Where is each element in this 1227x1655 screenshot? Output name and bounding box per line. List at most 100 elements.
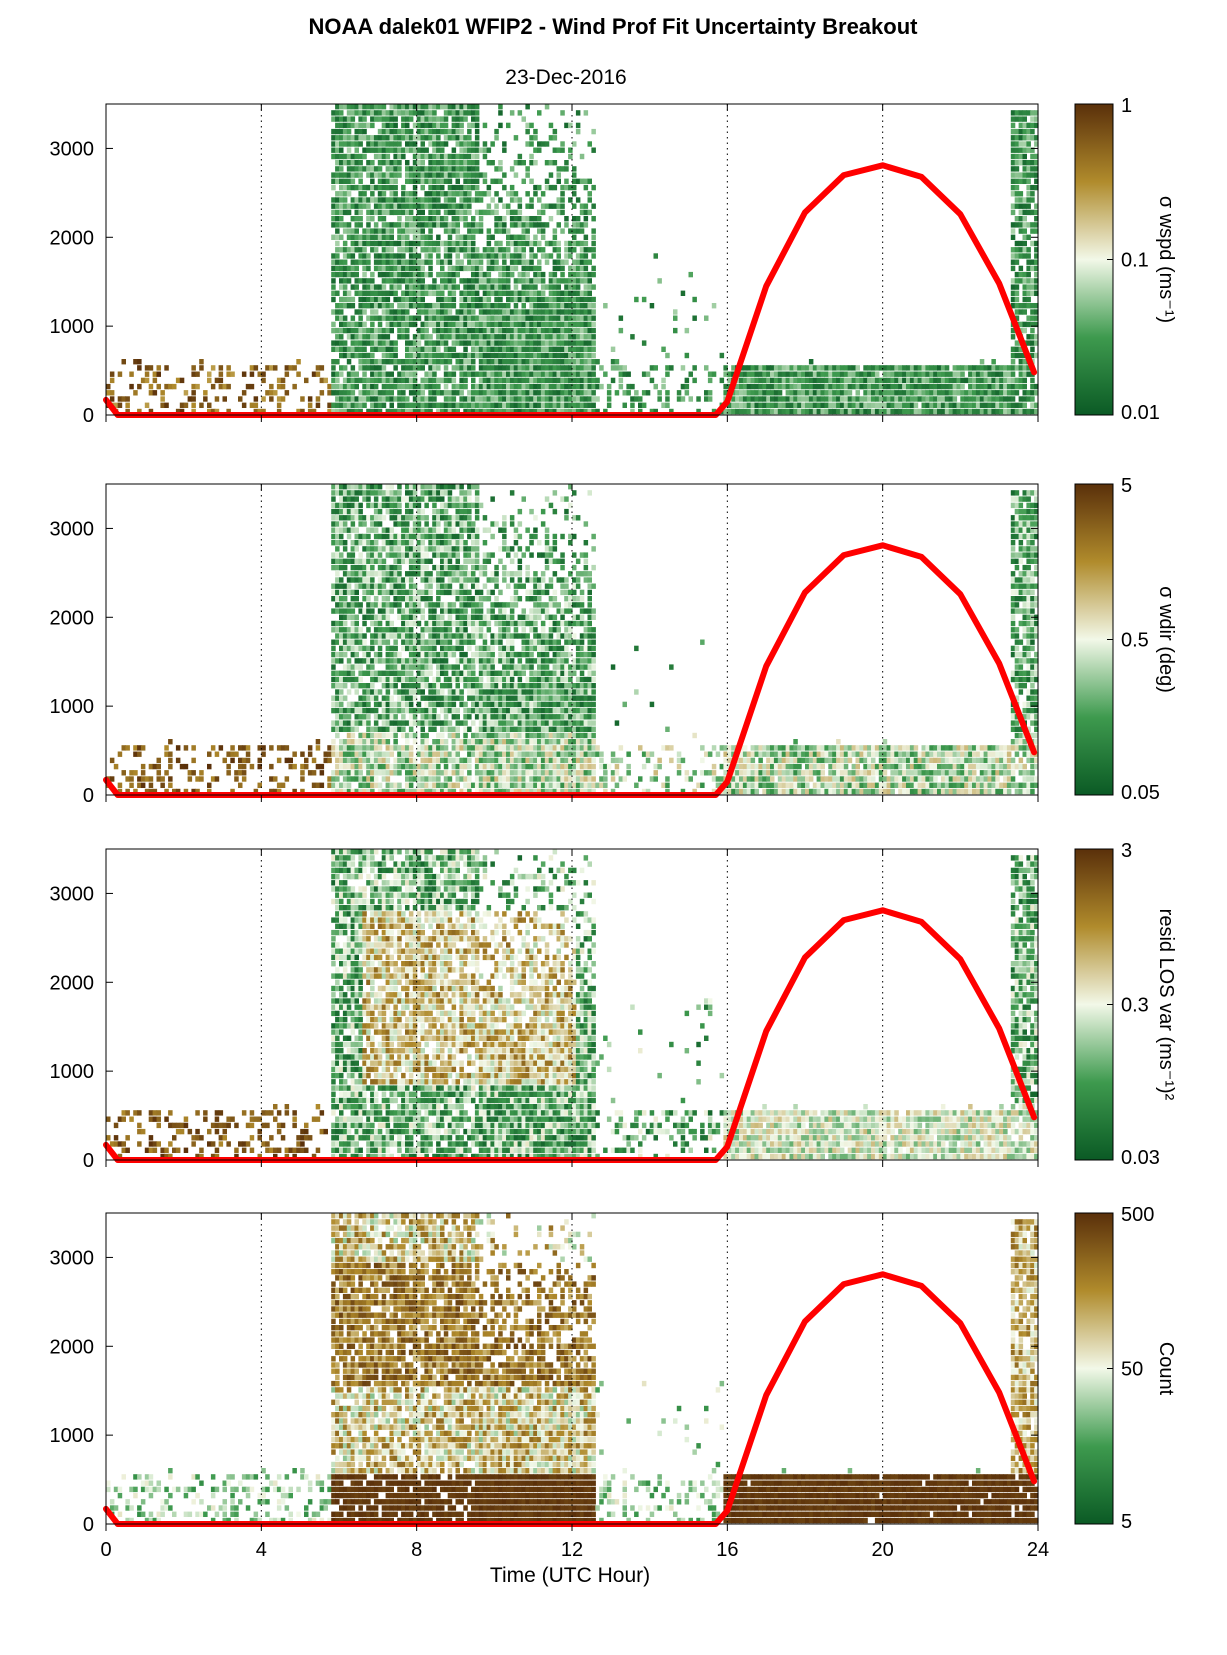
heatmap-cell [688,271,693,278]
heatmap-cell [358,234,363,240]
heatmap-cell [307,745,313,751]
heatmap-cell [420,396,425,402]
heatmap-cell [1010,359,1016,365]
heatmap-cell [544,346,550,352]
heatmap-cell [335,135,340,141]
heatmap-cell [459,402,464,408]
heatmap-cell [583,334,589,340]
heatmap-cell [564,377,569,384]
heatmap-cell [109,396,115,402]
heatmap-cell [894,383,899,390]
heatmap-cell [447,284,453,290]
heatmap-cell [509,253,515,259]
heatmap-cell [335,315,340,321]
heatmap-cell [972,365,977,371]
heatmap-cell [447,240,453,247]
heatmap-cell [405,203,410,209]
heatmap-cell [381,533,387,540]
heatmap-cell [377,116,383,122]
heatmap-cell [502,253,507,259]
heatmap-cell [377,402,383,408]
heatmap-cell [890,390,895,396]
heatmap-cell [513,365,519,371]
heatmap-cell [412,247,418,253]
heatmap-cell [424,271,429,278]
heatmap-cell [358,658,363,664]
heatmap-cell [544,352,550,359]
heatmap-cell [906,371,911,377]
heatmap-cell [331,608,336,614]
heatmap-cell [140,770,146,776]
heatmap-cell [280,745,286,751]
heatmap-cell [373,359,379,365]
heatmap-cell [397,782,402,788]
heatmap-cell [342,490,348,496]
heatmap-cell [362,321,367,328]
heatmap-cell [490,377,495,384]
heatmap-cell [498,197,503,203]
heatmap-cell [820,383,825,390]
heatmap-cell [358,552,363,558]
heatmap-cell [781,396,787,402]
heatmap-cell [467,303,472,309]
heatmap-cell [440,104,445,110]
heatmap-cell [346,757,352,764]
heatmap-cell [377,321,383,328]
heatmap-cell [350,683,356,689]
heatmap-cell [459,116,464,122]
heatmap-cell [568,377,573,384]
heatmap-cell [381,658,387,664]
heatmap-cell [377,739,383,745]
heatmap-cell [579,153,585,160]
heatmap-cell [575,383,581,390]
heatmap-cell [385,782,391,788]
heatmap-cell [463,222,468,228]
heatmap-cell [401,116,406,122]
heatmap-cell [424,776,429,782]
heatmap-cell [354,334,359,340]
heatmap-cell [447,153,453,160]
heatmap-cell [1018,128,1024,135]
heatmap-cell [140,745,146,751]
heatmap-cell [358,707,363,714]
heatmap-cell [917,365,923,371]
heatmap-cell [412,583,418,589]
heatmap-cell [370,278,375,284]
heatmap-cell [366,664,371,670]
heatmap-cell [393,782,398,788]
heatmap-cell [1010,228,1016,234]
heatmap-cell [405,303,410,309]
heatmap-cell [1014,128,1020,135]
heatmap-cell [346,402,352,408]
heatmap-cell [331,116,336,122]
heatmap-cell [342,670,348,676]
heatmap-cell [339,371,344,377]
heatmap-cell [424,327,429,334]
heatmap-cell [436,122,441,129]
heatmap-cell [447,352,453,359]
heatmap-cell [1018,321,1024,328]
heatmap-cell [513,309,519,315]
heatmap-cell [358,484,363,490]
heatmap-cell [478,278,484,284]
heatmap-cell [339,726,344,732]
heatmap-cell [544,365,550,371]
heatmap-cell [342,172,348,178]
heatmap-cell [529,203,534,209]
heatmap-cell [335,334,340,340]
heatmap-cell [603,408,608,415]
heatmap-cell [463,135,468,141]
heatmap-cell [354,352,359,359]
heatmap-cell [241,390,247,396]
heatmap-cell [331,683,336,689]
heatmap-cell [408,695,414,701]
heatmap-cell [463,327,468,334]
heatmap-cell [354,104,359,110]
heatmap-cell [517,253,523,259]
heatmap-cell [362,776,367,782]
heatmap-cell [785,402,791,408]
heatmap-cell [397,546,402,552]
heatmap-cell [397,564,402,571]
heatmap-cell [335,104,340,110]
heatmap-cell [929,383,934,390]
